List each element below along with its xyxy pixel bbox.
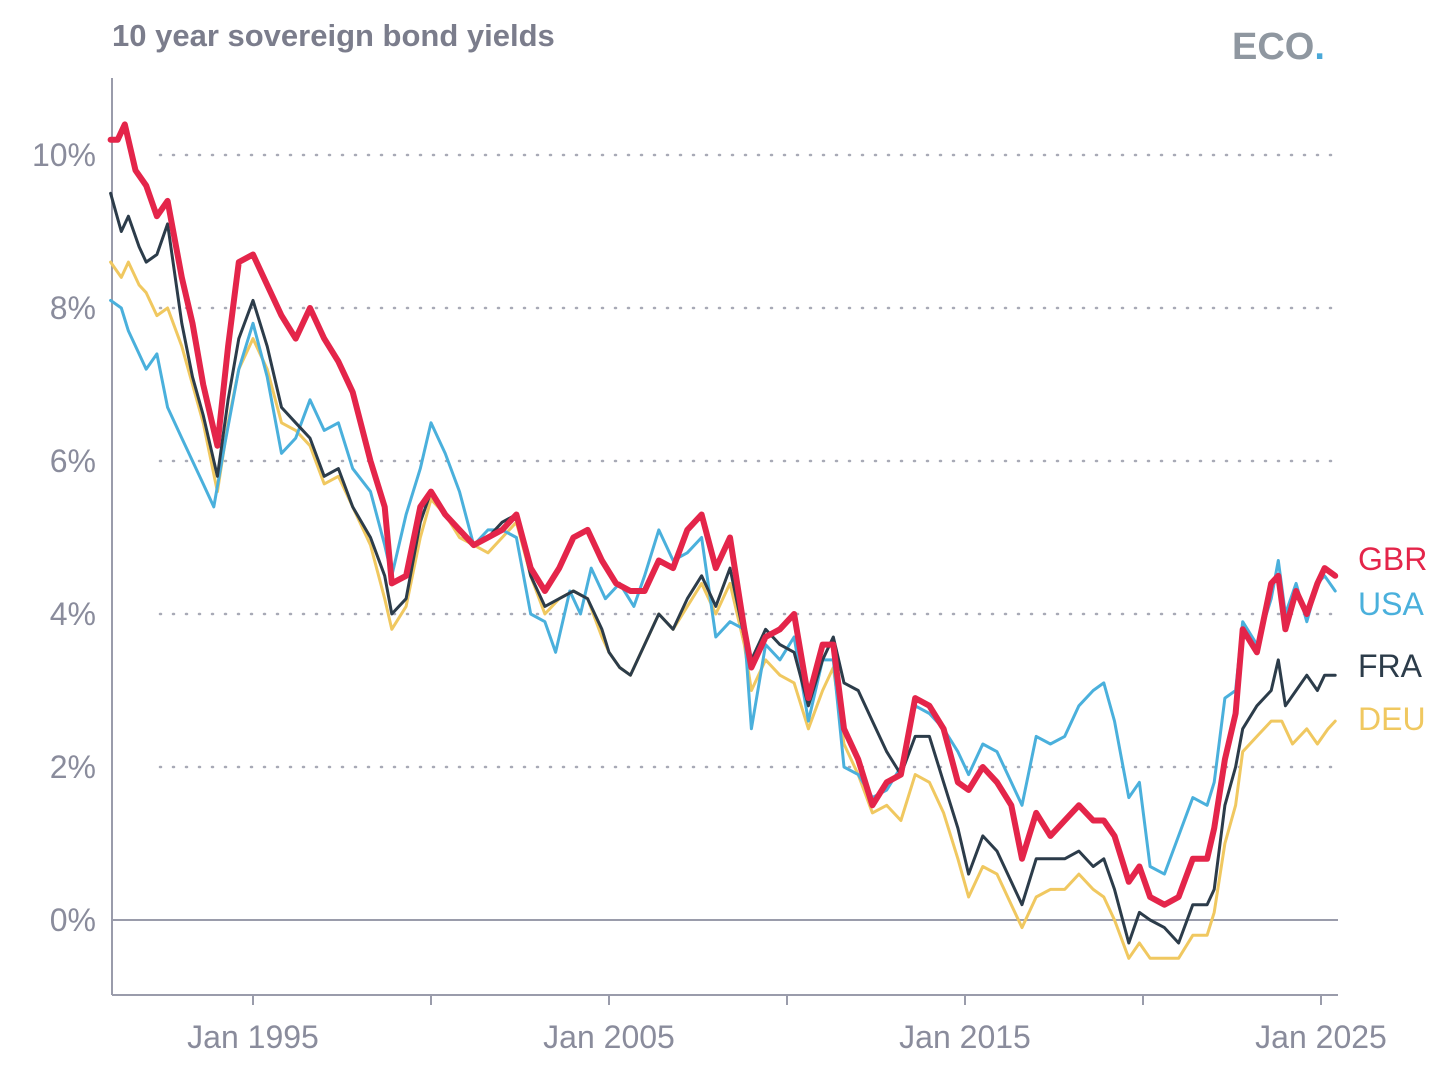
series-lines bbox=[107, 121, 1339, 960]
x-tick-label: Jan 2005 bbox=[543, 1019, 675, 1055]
x-tick-label: Jan 2025 bbox=[1255, 1019, 1387, 1055]
y-tick-label: 8% bbox=[50, 290, 96, 326]
series-line-deu bbox=[109, 260, 1337, 960]
x-tick-label: Jan 2015 bbox=[899, 1019, 1031, 1055]
brand-logo: ECO. bbox=[1232, 26, 1325, 69]
series-line-fra bbox=[109, 191, 1337, 945]
y-tick-label: 0% bbox=[50, 902, 96, 938]
series-label-deu: DEU bbox=[1358, 701, 1426, 737]
brand-logo-dot: . bbox=[1314, 26, 1325, 68]
axes: 0% 2% 4% 6% 8% 10% Jan 1995 Jan 2005 Jan 2015 Jan… bbox=[32, 78, 1387, 1055]
series-labels: DEU USA FRA GBR bbox=[1358, 541, 1427, 737]
gridlines bbox=[112, 153, 1340, 921]
series-line-usa bbox=[109, 298, 1337, 876]
y-tick-label: 6% bbox=[50, 443, 96, 479]
series-label-fra: FRA bbox=[1358, 648, 1423, 684]
y-tick-label: 4% bbox=[50, 596, 96, 632]
x-tick-label: Jan 1995 bbox=[187, 1019, 319, 1055]
brand-logo-text: ECO bbox=[1232, 26, 1315, 68]
series-label-gbr: GBR bbox=[1358, 541, 1427, 577]
chart-title: 10 year sovereign bond yields bbox=[112, 18, 555, 53]
series-line-gbr bbox=[107, 121, 1339, 908]
series-label-usa: USA bbox=[1358, 586, 1424, 622]
y-tick-label: 2% bbox=[50, 749, 96, 785]
y-tick-label: 10% bbox=[32, 137, 96, 173]
